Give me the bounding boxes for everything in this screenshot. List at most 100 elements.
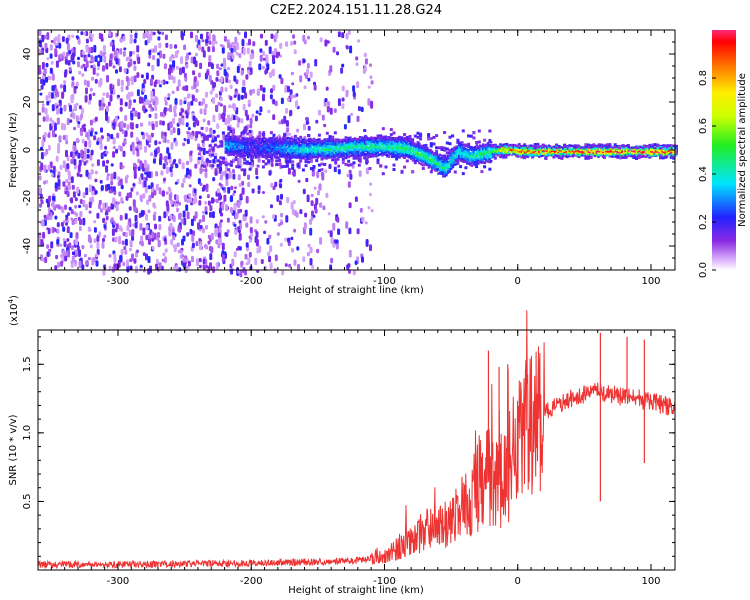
- ridge-cell: [242, 154, 245, 157]
- noise-cell: [76, 137, 79, 143]
- band-cell: [277, 159, 281, 163]
- noise-cell: [142, 227, 146, 236]
- noise-cell: [221, 47, 225, 54]
- ridge-cell: [370, 150, 373, 154]
- ridge-cell: [478, 144, 482, 147]
- ridge-cell: [317, 149, 320, 152]
- noise-cell: [158, 42, 162, 49]
- ridge-cell: [256, 136, 259, 140]
- ridge-cell: [231, 142, 234, 145]
- ridge-cell: [247, 137, 250, 140]
- ridge-cell: [405, 153, 408, 156]
- noise-cell: [362, 68, 366, 74]
- ridge-cell: [403, 147, 407, 150]
- ridge-cell: [309, 141, 312, 145]
- ridge-cell: [434, 164, 437, 167]
- noise-cell: [341, 103, 345, 109]
- band-cell: [211, 147, 215, 151]
- ridge-cell: [422, 146, 426, 150]
- ridge-cell: [443, 168, 447, 171]
- noise-cell: [197, 178, 201, 185]
- noise-cell: [158, 262, 162, 270]
- ridge-cell: [370, 138, 373, 142]
- ridge-cell: [342, 138, 346, 142]
- ridge-cell: [467, 149, 470, 152]
- ridge-cell: [290, 146, 293, 149]
- ridge-cell: [301, 141, 304, 144]
- ridge-cell: [277, 156, 280, 159]
- ridge-cell: [371, 151, 375, 155]
- noise-cell: [242, 129, 246, 135]
- ridge-cell: [432, 152, 435, 155]
- ridge-cell: [482, 147, 485, 151]
- noise-cell: [302, 188, 306, 195]
- ridge-cell: [285, 155, 288, 158]
- noise-cell: [193, 81, 197, 89]
- ridge-cell: [448, 169, 451, 172]
- noise-cell: [159, 120, 163, 126]
- ridge-cell: [464, 156, 467, 159]
- ridge-cell: [443, 162, 447, 166]
- noise-cell: [105, 114, 108, 121]
- ridge-cell: [251, 150, 255, 154]
- noise-cell: [166, 139, 170, 144]
- ridge-cell: [483, 146, 486, 149]
- noise-cell: [227, 52, 231, 60]
- noise-cell: [233, 223, 237, 227]
- ridge-cell: [251, 143, 255, 147]
- band-cell: [488, 160, 492, 164]
- noise-cell: [330, 237, 334, 245]
- ridge-cell: [373, 154, 376, 157]
- band-cell: [445, 147, 449, 151]
- band-cell: [616, 155, 620, 159]
- noise-cell: [171, 90, 175, 94]
- noise-cell: [90, 33, 94, 38]
- band-cell: [288, 157, 292, 161]
- ridge-cell: [307, 152, 311, 155]
- noise-cell: [260, 259, 264, 264]
- ridge-cell: [381, 148, 384, 151]
- ridge-cell: [293, 147, 296, 150]
- noise-cell: [136, 72, 140, 78]
- ridge-cell: [414, 154, 418, 157]
- noise-cell: [207, 200, 211, 206]
- noise-cell: [254, 257, 258, 266]
- ridge-cell: [296, 137, 299, 140]
- ridge-cell: [363, 139, 367, 142]
- noise-cell: [85, 60, 89, 68]
- noise-cell: [352, 91, 356, 97]
- noise-cell: [199, 225, 203, 230]
- noise-cell: [218, 192, 222, 201]
- ridge-cell: [472, 159, 475, 162]
- noise-cell: [136, 89, 140, 97]
- noise-cell: [154, 140, 158, 146]
- ridge-cell: [437, 168, 440, 171]
- ridge-cell: [477, 148, 480, 151]
- noise-cell: [244, 209, 248, 217]
- ridge-cell: [342, 148, 346, 151]
- ridge-cell: [371, 150, 375, 153]
- ridge-cell: [269, 151, 272, 155]
- band-cell: [285, 162, 289, 166]
- noise-cell: [113, 263, 117, 268]
- ridge-cell: [250, 155, 253, 158]
- ridge-cell: [400, 141, 403, 144]
- ridge-cell: [402, 155, 405, 158]
- ridge-cell: [341, 140, 344, 143]
- ridge-cell: [283, 148, 287, 151]
- noise-cell: [240, 118, 244, 124]
- noise-cell: [219, 97, 223, 102]
- ridge-cell: [381, 139, 384, 143]
- ridge-cell: [394, 151, 397, 154]
- ridge-cell: [435, 159, 439, 162]
- noise-cell: [91, 163, 95, 167]
- ridge-cell: [358, 148, 362, 151]
- ridge-cell: [408, 150, 411, 153]
- ridge-cell: [255, 154, 258, 157]
- noise-cell: [265, 54, 269, 62]
- ridge-cell: [461, 146, 464, 150]
- noise-cell: [59, 243, 63, 247]
- ridge-cell: [432, 161, 435, 165]
- ridge-cell: [490, 145, 493, 149]
- ridge-cell: [290, 137, 293, 140]
